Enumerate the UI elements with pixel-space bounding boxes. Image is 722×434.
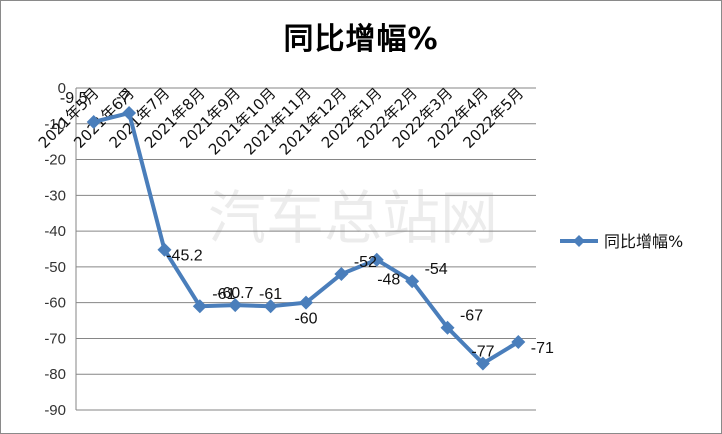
y-tick-label: -10 [44, 116, 66, 133]
data-label: -48 [377, 272, 400, 289]
data-point-marker [157, 242, 172, 257]
y-tick-label: -50 [44, 259, 66, 276]
data-point-marker [334, 267, 349, 282]
legend-label: 同比增幅% [604, 232, 683, 251]
data-label: -9.5 [60, 90, 88, 107]
data-point-marker [263, 299, 278, 314]
watermark: 汽车总站网 [208, 184, 498, 252]
y-tick-label: -30 [44, 187, 66, 204]
data-label: -60.7 [217, 285, 254, 302]
y-tick-label: -80 [44, 366, 66, 383]
y-tick-label: -60 [44, 295, 66, 312]
data-label: -52 [354, 254, 377, 271]
data-point-marker [86, 114, 101, 129]
data-point-marker [440, 320, 455, 335]
data-point-marker [475, 356, 490, 371]
data-point-marker [228, 298, 243, 313]
data-point-marker [299, 295, 313, 310]
data-label: -45.2 [166, 248, 203, 265]
data-label: -77 [471, 343, 494, 360]
data-label: -54 [425, 261, 448, 278]
legend-marker [573, 235, 585, 247]
chart-title: 同比增幅% [283, 22, 439, 57]
data-label: -61 [259, 286, 282, 303]
y-tick-label: -20 [44, 152, 66, 169]
y-tick-label: 0 [58, 80, 66, 97]
y-tick-label: -70 [44, 330, 66, 347]
data-label: -71 [531, 340, 554, 357]
data-label: -61 [212, 286, 235, 303]
data-label: -60 [294, 311, 317, 328]
data-point-marker [369, 252, 384, 267]
data-label: -7 [116, 89, 130, 106]
data-point-marker [511, 335, 526, 350]
data-point-marker [122, 106, 137, 121]
data-point-marker [405, 274, 420, 289]
y-tick-label: -40 [44, 223, 66, 240]
data-point-marker [192, 299, 207, 314]
data-label: -67 [460, 308, 483, 325]
y-tick-label: -90 [44, 402, 66, 419]
